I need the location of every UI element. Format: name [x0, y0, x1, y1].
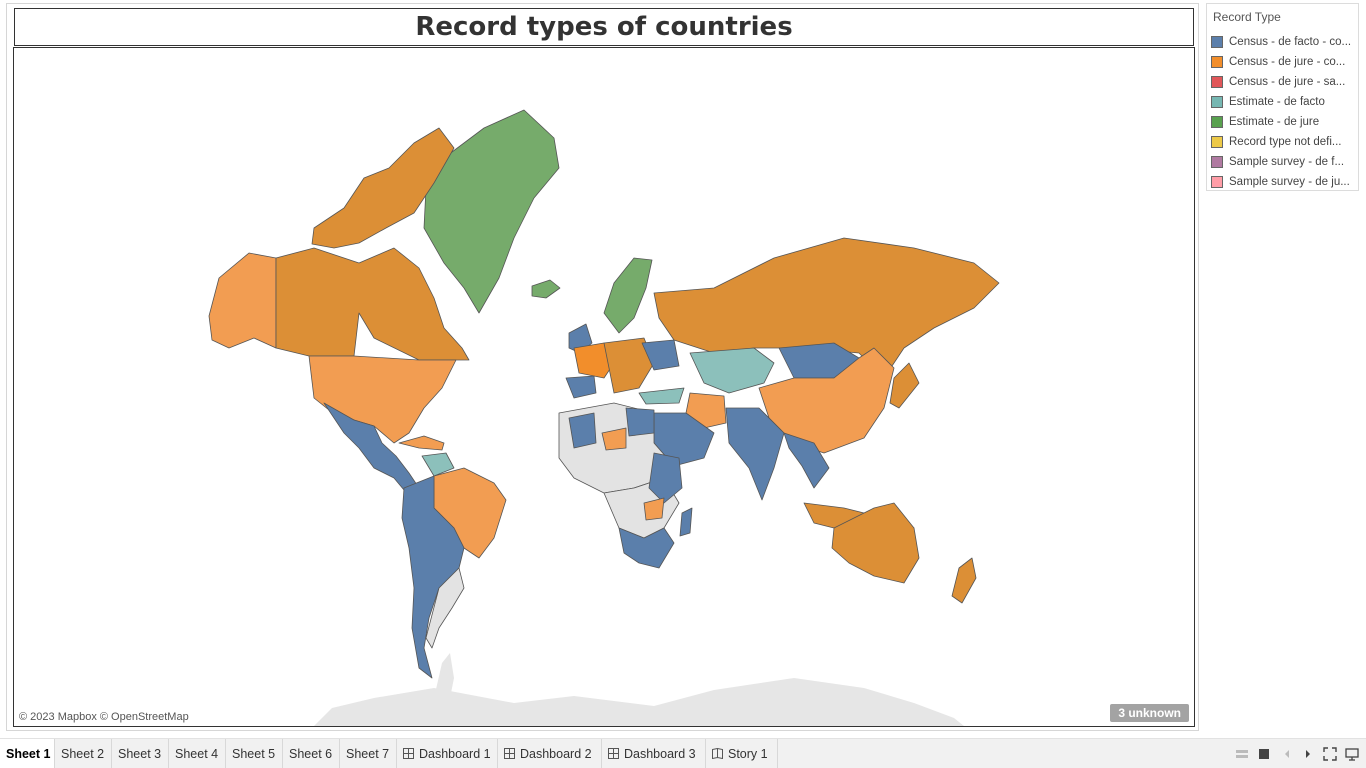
region-iberia[interactable] — [565, 375, 597, 399]
legend-swatch — [1211, 76, 1223, 88]
fit-screen-icon[interactable] — [1323, 747, 1337, 761]
region-alaska[interactable] — [208, 252, 277, 349]
legend-swatch — [1211, 96, 1223, 108]
legend-item[interactable]: Sample survey - de ju... — [1211, 172, 1357, 192]
region-central-europe[interactable] — [603, 337, 655, 394]
next-sheet-icon[interactable] — [1301, 747, 1315, 761]
dashboard-icon — [403, 748, 414, 759]
tab-dashboard-2[interactable]: Dashboard 2 — [498, 739, 602, 768]
legend-swatch — [1211, 36, 1223, 48]
tab-sheet-3[interactable]: Sheet 3 — [112, 739, 169, 768]
region-united-states[interactable] — [308, 355, 457, 444]
legend-label: Sample survey - de ju... — [1229, 176, 1350, 188]
legend-item[interactable]: Estimate - de jure — [1211, 112, 1357, 132]
dashboard-icon — [608, 748, 619, 759]
legend-item[interactable]: Census - de jure - co... — [1211, 52, 1357, 72]
legend-swatch — [1211, 56, 1223, 68]
legend-title: Record Type — [1213, 10, 1281, 24]
map-view[interactable]: © 2023 Mapbox © OpenStreetMap 3 unknown — [13, 47, 1195, 727]
tab-label: Dashboard 2 — [520, 746, 592, 761]
previous-sheet-icon[interactable] — [1280, 747, 1294, 761]
tab-label: Sheet 7 — [346, 746, 390, 761]
region-australia[interactable] — [831, 502, 920, 584]
tab-label: Sheet 3 — [118, 746, 162, 761]
region-russia[interactable] — [653, 237, 1000, 379]
legend-item[interactable]: Record type not defi... — [1211, 132, 1357, 152]
tab-sheet-1[interactable]: Sheet 1 — [0, 739, 55, 768]
world-map[interactable] — [14, 48, 1194, 726]
region-east-africa[interactable] — [648, 452, 683, 504]
region-zambia[interactable] — [643, 497, 665, 521]
dashboard-container: Record types of countries — [6, 3, 1199, 731]
legend-label: Census - de facto - co... — [1229, 36, 1352, 48]
tab-label: Dashboard 1 — [419, 746, 491, 761]
page-title: Record types of countries — [415, 12, 793, 42]
region-canada-arctic-islands[interactable] — [311, 127, 455, 249]
region-kazakhstan[interactable] — [689, 347, 775, 394]
legend-item[interactable]: Census - de jure - sa... — [1211, 72, 1357, 92]
legend-item[interactable]: Estimate - de facto — [1211, 92, 1357, 112]
region-argentina-south[interactable] — [425, 567, 465, 649]
region-india[interactable] — [725, 407, 785, 501]
region-nigeria[interactable] — [601, 427, 627, 451]
region-andean-countries[interactable] — [401, 475, 465, 679]
legend-label: Census - de jure - co... — [1229, 56, 1346, 68]
show-filmstrip-icon[interactable] — [1257, 747, 1271, 761]
region-venezuela[interactable] — [421, 452, 455, 477]
tab-label: Sheet 6 — [289, 746, 333, 761]
region-caribbean[interactable] — [398, 435, 445, 451]
tab-dashboard-1[interactable]: Dashboard 1 — [397, 739, 498, 768]
region-egypt[interactable] — [625, 407, 655, 437]
map-attribution[interactable]: © 2023 Mapbox © OpenStreetMap — [19, 711, 189, 723]
region-canada[interactable] — [275, 247, 470, 361]
tab-label: Sheet 5 — [232, 746, 276, 761]
region-southern-africa[interactable] — [618, 527, 675, 569]
tab-label: Story 1 — [728, 746, 768, 761]
tab-sheet-6[interactable]: Sheet 6 — [283, 739, 340, 768]
region-iran[interactable] — [685, 392, 727, 429]
legend-swatch — [1211, 156, 1223, 168]
show-sheet-sorter-icon[interactable] — [1235, 747, 1249, 761]
tab-story-1[interactable]: Story 1 — [706, 739, 778, 768]
region-turkey[interactable] — [638, 387, 685, 405]
tab-label: Sheet 1 — [6, 746, 51, 761]
dashboard-icon — [504, 748, 515, 759]
region-western-europe[interactable] — [573, 342, 615, 379]
title-box: Record types of countries — [14, 8, 1194, 46]
legend-item[interactable]: Sample survey - de f... — [1211, 152, 1357, 172]
region-iceland[interactable] — [531, 279, 561, 299]
tab-dashboard-3[interactable]: Dashboard 3 — [602, 739, 706, 768]
region-antarctica[interactable] — [314, 678, 964, 726]
tab-label: Sheet 2 — [61, 746, 105, 761]
region-madagascar[interactable] — [679, 507, 693, 537]
presentation-mode-icon[interactable] — [1345, 747, 1359, 761]
legend-item[interactable]: Census - de facto - co... — [1211, 32, 1357, 52]
legend-panel: Record Type Census - de facto - co... Ce… — [1206, 3, 1359, 191]
legend-swatch — [1211, 176, 1223, 188]
tab-sheet-2[interactable]: Sheet 2 — [55, 739, 112, 768]
legend-label: Sample survey - de f... — [1229, 156, 1345, 168]
tab-sheet-4[interactable]: Sheet 4 — [169, 739, 226, 768]
story-icon — [712, 748, 723, 759]
legend-label: Record type not defi... — [1229, 136, 1342, 148]
region-algeria-libya[interactable] — [568, 412, 597, 449]
tab-label: Sheet 4 — [175, 746, 219, 761]
region-japan[interactable] — [889, 362, 920, 409]
legend-label: Census - de jure - sa... — [1229, 76, 1346, 88]
region-antarctic-peninsula[interactable] — [429, 653, 454, 726]
region-new-zealand[interactable] — [951, 557, 977, 604]
tab-sheet-5[interactable]: Sheet 5 — [226, 739, 283, 768]
tab-sheet-7[interactable]: Sheet 7 — [340, 739, 397, 768]
region-greenland[interactable] — [423, 109, 560, 314]
region-scandinavia[interactable] — [603, 257, 653, 334]
unknown-indicator[interactable]: 3 unknown — [1110, 704, 1189, 722]
region-ukraine[interactable] — [641, 339, 680, 371]
legend-swatch — [1211, 116, 1223, 128]
tab-label: Dashboard 3 — [624, 746, 696, 761]
region-southeast-asia[interactable] — [783, 432, 830, 489]
sheet-tab-bar: Sheet 1 Sheet 2 Sheet 3 Sheet 4 Sheet 5 … — [0, 738, 1366, 768]
legend-label: Estimate - de facto — [1229, 96, 1325, 108]
legend-label: Estimate - de jure — [1229, 116, 1320, 128]
legend-swatch — [1211, 136, 1223, 148]
